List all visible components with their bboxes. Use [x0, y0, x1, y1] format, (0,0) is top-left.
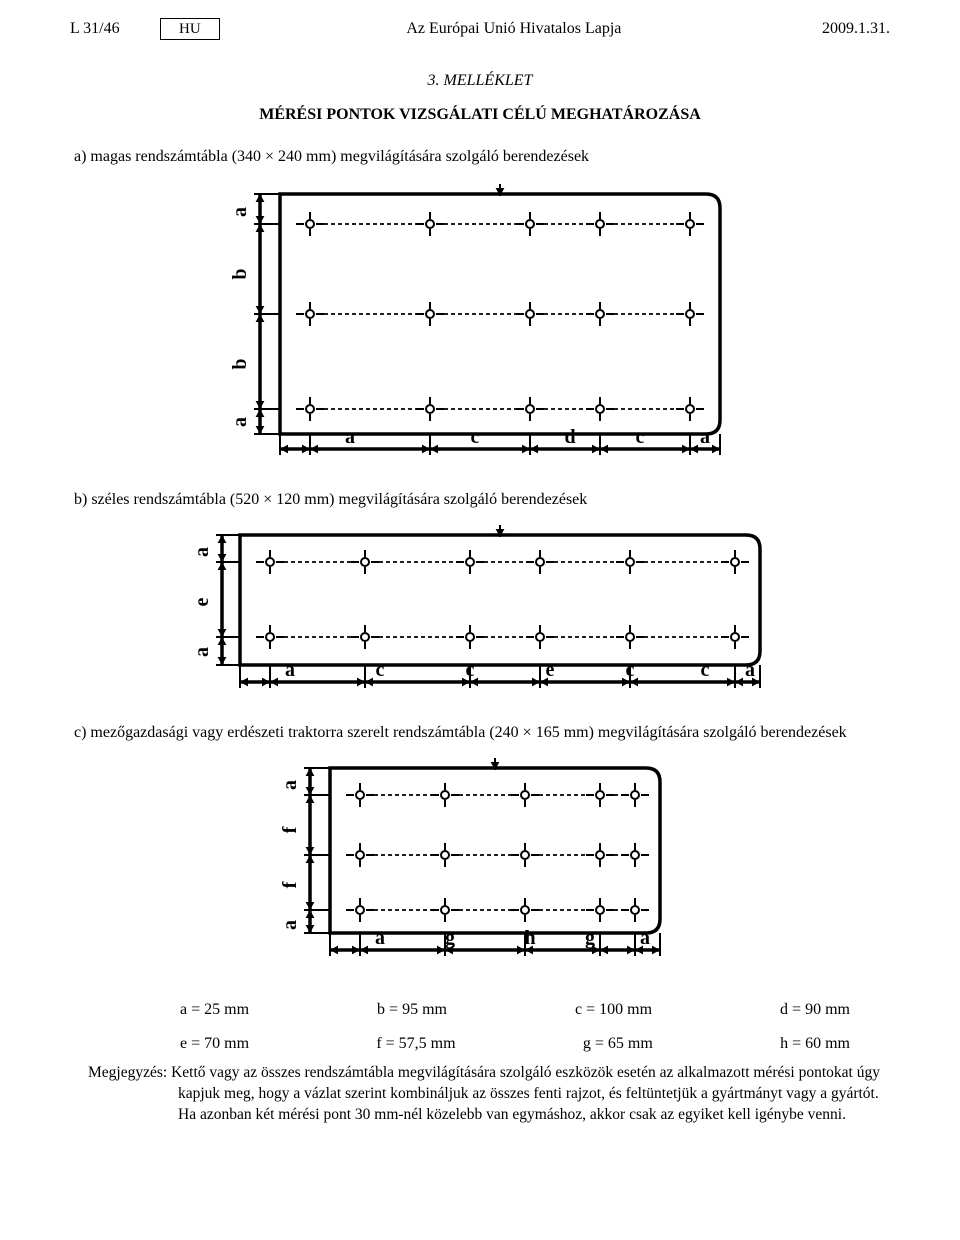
section-b-label: b) széles rendszámtábla (520 × 120 mm) m…	[70, 491, 890, 509]
svg-text:g: g	[445, 927, 455, 949]
svg-text:a: a	[640, 927, 650, 949]
page-title: MÉRÉSI PONTOK VIZSGÁLATI CÉLÚ MEGHATÁROZ…	[70, 106, 890, 124]
svg-text:a: a	[375, 927, 385, 949]
note: Megjegyzés: Kettő vagy az összes rendszá…	[76, 1063, 884, 1126]
header-lang-box: HU	[160, 18, 220, 40]
val-b: b = 95 mm	[377, 1001, 447, 1019]
svg-text:c: c	[636, 426, 645, 448]
svg-text:e: e	[191, 597, 213, 606]
svg-text:f: f	[279, 826, 301, 833]
svg-text:c: c	[626, 659, 635, 681]
val-c: c = 100 mm	[575, 1001, 652, 1019]
section-c-label: c) mezőgazdasági vagy erdészeti traktorr…	[70, 724, 890, 742]
header-center: Az Európai Unió Hivatalos Lapja	[248, 20, 780, 38]
svg-text:f: f	[279, 881, 301, 888]
values-row-2: e = 70 mm f = 57,5 mm g = 65 mm h = 60 m…	[180, 1035, 850, 1053]
svg-text:h: h	[524, 927, 535, 949]
svg-text:c: c	[471, 426, 480, 448]
svg-text:e: e	[546, 659, 555, 681]
page-header: L 31/46 HU Az Európai Unió Hivatalos Lap…	[70, 18, 890, 40]
val-a: a = 25 mm	[180, 1001, 249, 1019]
note-body: Kettő vagy az összes rendszámtábla megvi…	[171, 1064, 880, 1123]
svg-text:a: a	[229, 207, 251, 217]
svg-text:b: b	[229, 358, 251, 369]
header-left: L 31/46	[70, 20, 160, 38]
svg-text:d: d	[564, 426, 575, 448]
svg-text:a: a	[345, 426, 355, 448]
svg-text:c: c	[376, 659, 385, 681]
svg-text:a: a	[191, 547, 213, 557]
val-h: h = 60 mm	[780, 1035, 850, 1053]
svg-text:b: b	[229, 268, 251, 279]
values-row-1: a = 25 mm b = 95 mm c = 100 mm d = 90 mm	[180, 1001, 850, 1019]
svg-text:a: a	[700, 426, 710, 448]
header-right: 2009.1.31.	[780, 20, 890, 38]
diagram-c: a g h g a a f f a	[70, 750, 890, 985]
svg-text:a: a	[285, 659, 295, 681]
val-g: g = 65 mm	[583, 1035, 653, 1053]
svg-text:g: g	[585, 927, 595, 949]
val-e: e = 70 mm	[180, 1035, 249, 1053]
svg-text:a: a	[229, 417, 251, 427]
section-a-label: a) magas rendszámtábla (340 × 240 mm) me…	[70, 148, 890, 166]
svg-text:a: a	[279, 920, 301, 930]
svg-text:c: c	[701, 659, 710, 681]
note-label: Megjegyzés:	[88, 1064, 167, 1081]
svg-text:a: a	[191, 647, 213, 657]
val-d: d = 90 mm	[780, 1001, 850, 1019]
diagram-a: a c d c a a b b a	[70, 174, 890, 479]
diagram-b: a c c e c c a a e a	[70, 517, 890, 712]
annex-number: 3. MELLÉKLET	[70, 72, 890, 90]
val-f: f = 57,5 mm	[376, 1035, 455, 1053]
svg-text:a: a	[279, 780, 301, 790]
svg-text:c: c	[466, 659, 475, 681]
svg-text:a: a	[745, 659, 755, 681]
